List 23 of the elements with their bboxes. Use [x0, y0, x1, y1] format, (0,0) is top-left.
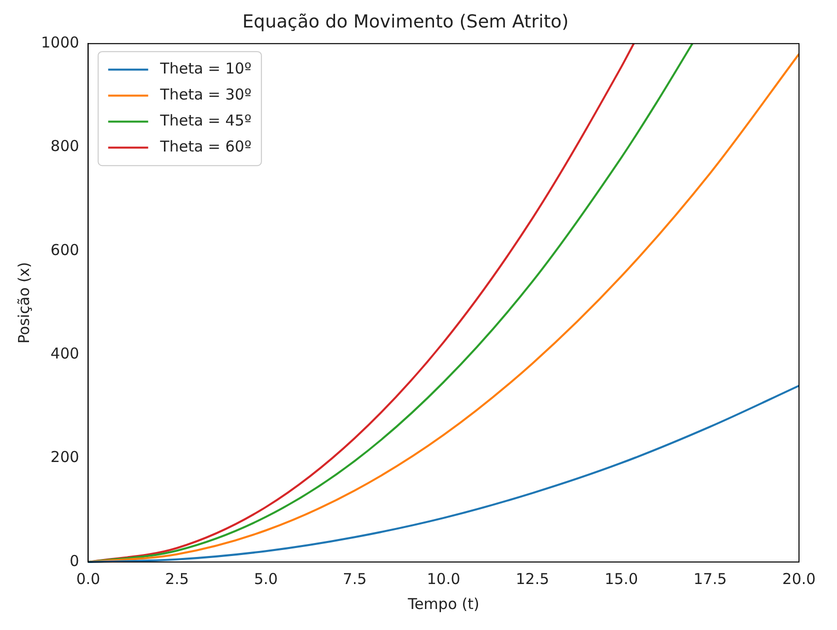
chart-title: Equação do Movimento (Sem Atrito)	[242, 11, 569, 32]
y-tick-label: 0	[70, 552, 80, 570]
y-tick-label: 1000	[40, 33, 80, 52]
y-tick-label: 600	[50, 240, 80, 259]
x-tick-label: 10.0	[426, 570, 460, 588]
y-tick-label: 200	[50, 448, 80, 466]
y-tick-label: 800	[50, 137, 80, 156]
x-tick-label: 7.5	[342, 570, 367, 588]
x-tick-label: 5.0	[254, 570, 278, 588]
x-tick-label: 0.0	[76, 570, 100, 588]
y-axis-title: Posição (x)	[14, 262, 33, 344]
x-axis-title: Tempo (t)	[406, 594, 480, 613]
legend-label: Theta = 45º	[159, 111, 252, 130]
x-tick-label: 15.0	[604, 570, 638, 588]
legend-label: Theta = 60º	[159, 137, 252, 156]
y-tick-label: 400	[50, 344, 80, 363]
x-tick-label: 2.5	[165, 570, 189, 588]
x-tick-label: 17.5	[693, 570, 727, 588]
x-tick-label: 20.0	[782, 570, 816, 588]
x-tick-label: 12.5	[516, 570, 550, 588]
legend-label: Theta = 30º	[159, 85, 252, 104]
legend-label: Theta = 10º	[159, 59, 252, 78]
line-series	[87, 384, 800, 563]
